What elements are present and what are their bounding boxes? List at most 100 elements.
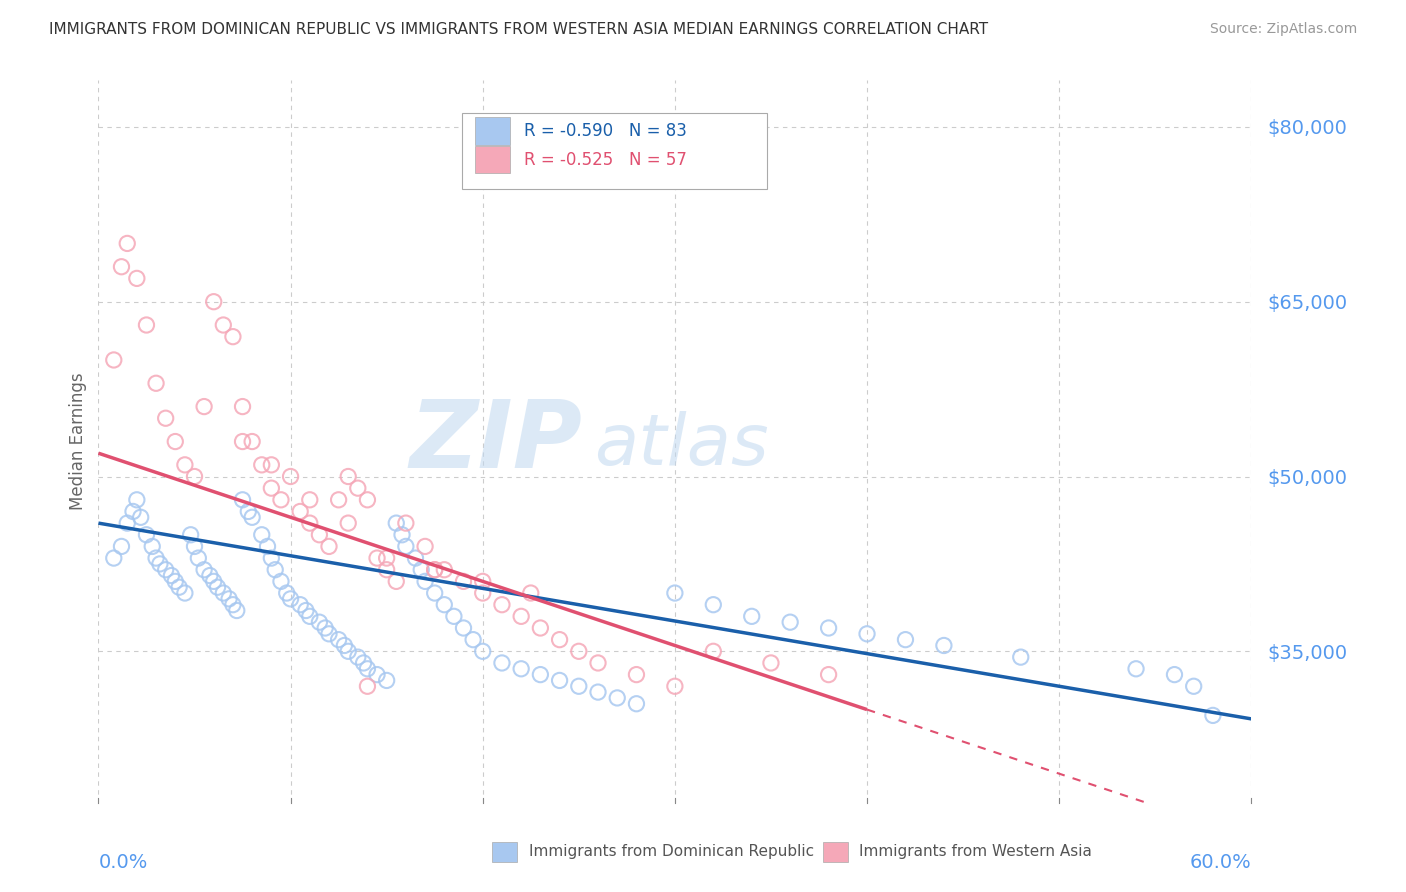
- Point: [433, 598, 456, 612]
- Point: [174, 458, 197, 472]
- Point: [779, 615, 801, 630]
- Point: [290, 504, 312, 518]
- Point: [391, 528, 413, 542]
- Point: [568, 679, 591, 693]
- Point: [356, 662, 378, 676]
- Point: [626, 667, 648, 681]
- Point: [817, 621, 839, 635]
- Point: [741, 609, 763, 624]
- Point: [207, 580, 229, 594]
- Point: [212, 586, 235, 600]
- Point: [167, 580, 190, 594]
- Point: [702, 644, 724, 658]
- Point: [664, 679, 686, 693]
- Text: Source: ZipAtlas.com: Source: ZipAtlas.com: [1209, 22, 1357, 37]
- Point: [240, 510, 263, 524]
- Point: [375, 673, 398, 688]
- Point: [298, 492, 321, 507]
- Point: [141, 540, 163, 554]
- Point: [218, 591, 240, 606]
- Text: 0.0%: 0.0%: [98, 854, 148, 872]
- Point: [117, 516, 139, 530]
- Point: [366, 667, 388, 681]
- Text: atlas: atlas: [595, 410, 769, 480]
- Point: [759, 656, 782, 670]
- Point: [135, 318, 157, 332]
- Point: [423, 586, 446, 600]
- Point: [260, 481, 283, 495]
- Point: [202, 574, 225, 589]
- Point: [337, 469, 360, 483]
- Point: [471, 574, 494, 589]
- Point: [356, 492, 378, 507]
- Point: [222, 329, 245, 343]
- Point: [385, 574, 408, 589]
- Point: [347, 481, 370, 495]
- Point: [160, 568, 183, 582]
- Text: R = -0.525   N = 57: R = -0.525 N = 57: [524, 151, 686, 169]
- Point: [155, 411, 177, 425]
- Point: [270, 574, 292, 589]
- Point: [463, 632, 485, 647]
- Point: [298, 516, 321, 530]
- Text: ZIP: ZIP: [409, 395, 582, 488]
- Point: [276, 586, 298, 600]
- Point: [165, 574, 187, 589]
- Point: [225, 603, 247, 617]
- Point: [314, 621, 336, 635]
- Point: [250, 528, 273, 542]
- Point: [411, 563, 433, 577]
- Point: [212, 318, 235, 332]
- Point: [135, 528, 157, 542]
- Point: [433, 563, 456, 577]
- Point: [270, 492, 292, 507]
- Point: [548, 673, 571, 688]
- Point: [353, 656, 375, 670]
- Point: [187, 551, 209, 566]
- Point: [395, 516, 418, 530]
- Point: [250, 458, 273, 472]
- Point: [375, 563, 398, 577]
- Text: Immigrants from Dominican Republic: Immigrants from Dominican Republic: [529, 845, 814, 859]
- Point: [318, 540, 340, 554]
- Point: [423, 563, 446, 577]
- Point: [280, 469, 302, 483]
- Point: [520, 586, 543, 600]
- Point: [586, 656, 609, 670]
- Point: [453, 621, 475, 635]
- Point: [110, 540, 132, 554]
- Point: [337, 644, 360, 658]
- Point: [1163, 667, 1185, 681]
- Point: [231, 492, 254, 507]
- Point: [155, 563, 177, 577]
- Point: [423, 563, 446, 577]
- Point: [568, 644, 591, 658]
- Point: [1182, 679, 1205, 693]
- Point: [103, 551, 125, 566]
- Point: [149, 557, 172, 571]
- Point: [413, 574, 436, 589]
- Point: [510, 609, 533, 624]
- Point: [491, 598, 513, 612]
- Point: [231, 400, 254, 414]
- Point: [198, 568, 221, 582]
- Point: [280, 591, 302, 606]
- Point: [347, 650, 370, 665]
- Point: [264, 563, 287, 577]
- Point: [366, 551, 388, 566]
- Point: [1125, 662, 1147, 676]
- Point: [606, 690, 628, 705]
- Point: [817, 667, 839, 681]
- Point: [385, 516, 408, 530]
- Point: [664, 586, 686, 600]
- Point: [180, 528, 202, 542]
- Point: [333, 639, 356, 653]
- Point: [183, 469, 205, 483]
- Point: [122, 504, 145, 518]
- Point: [240, 434, 263, 449]
- Bar: [475, 146, 510, 173]
- Point: [548, 632, 571, 647]
- Y-axis label: Median Earnings: Median Earnings: [69, 373, 87, 510]
- Text: IMMIGRANTS FROM DOMINICAN REPUBLIC VS IMMIGRANTS FROM WESTERN ASIA MEDIAN EARNIN: IMMIGRANTS FROM DOMINICAN REPUBLIC VS IM…: [49, 22, 988, 37]
- Point: [174, 586, 197, 600]
